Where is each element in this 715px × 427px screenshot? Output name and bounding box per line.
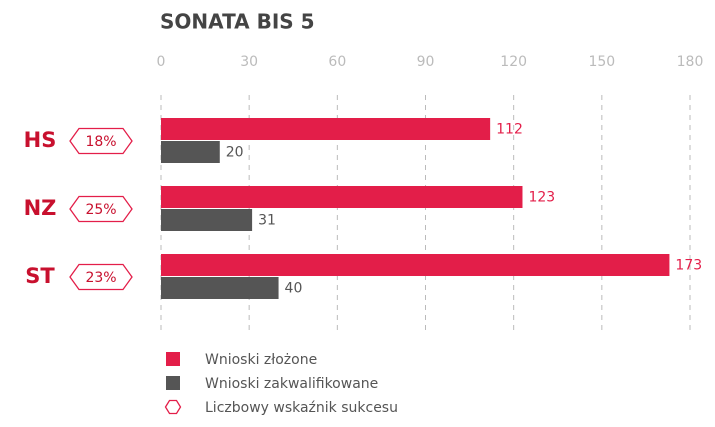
- success-badge: [69, 195, 133, 223]
- y-tick-label: HS: [24, 128, 57, 152]
- value-label: 173: [675, 258, 702, 274]
- value-label: 40: [285, 281, 303, 297]
- legend-swatch: [166, 352, 180, 366]
- legend-swatch: [166, 376, 180, 390]
- chart-title: SONATA BIS 5: [160, 10, 315, 34]
- x-tick-label: 0: [157, 54, 166, 70]
- x-tick-label: 60: [328, 54, 346, 70]
- x-tick-label: 120: [500, 54, 527, 70]
- x-tick-label: 150: [588, 54, 615, 70]
- y-tick-label: NZ: [24, 196, 57, 220]
- x-tick-label: 30: [240, 54, 258, 70]
- success-badge: [69, 127, 133, 155]
- y-tick-label: ST: [25, 264, 55, 288]
- x-tick-label: 180: [677, 54, 704, 70]
- bar: [161, 277, 279, 299]
- value-label: 31: [258, 213, 276, 229]
- x-tick-label: 90: [417, 54, 435, 70]
- success-label: 25%: [85, 202, 116, 218]
- bar: [161, 209, 253, 231]
- success-label: 23%: [85, 270, 116, 286]
- legend-label: Liczbowy wskaźnik sukcesu: [205, 400, 398, 416]
- value-label: 112: [496, 122, 523, 138]
- legend-label: Wnioski złożone: [205, 352, 317, 368]
- bar: [161, 186, 523, 208]
- bar: [161, 118, 491, 140]
- legend-label: Wnioski zakwalifikowane: [205, 376, 378, 392]
- success-label: 18%: [85, 134, 116, 150]
- value-label: 123: [528, 190, 555, 206]
- bar: [161, 141, 220, 163]
- bar: [161, 254, 670, 276]
- value-label: 20: [226, 145, 244, 161]
- success-badge: [69, 263, 133, 291]
- legend-swatch: [164, 399, 182, 415]
